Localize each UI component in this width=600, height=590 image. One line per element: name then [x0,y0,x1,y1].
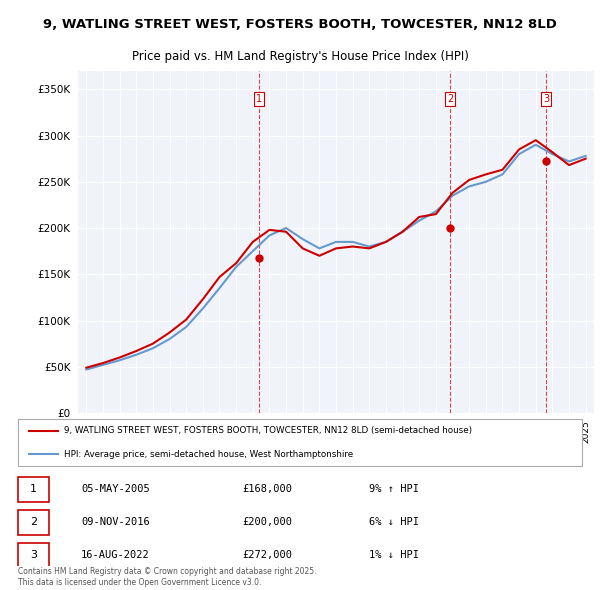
Text: 09-NOV-2016: 09-NOV-2016 [81,517,150,527]
FancyBboxPatch shape [18,543,49,568]
Text: 2: 2 [447,94,453,104]
Text: 3: 3 [543,94,549,104]
Text: HPI: Average price, semi-detached house, West Northamptonshire: HPI: Average price, semi-detached house,… [64,450,353,458]
Text: 1% ↓ HPI: 1% ↓ HPI [369,550,419,560]
Text: 6% ↓ HPI: 6% ↓ HPI [369,517,419,527]
Text: 3: 3 [30,550,37,560]
Text: 05-MAY-2005: 05-MAY-2005 [81,484,150,493]
Text: £200,000: £200,000 [242,517,292,527]
Text: £168,000: £168,000 [242,484,292,493]
Text: 9, WATLING STREET WEST, FOSTERS BOOTH, TOWCESTER, NN12 8LD (semi-detached house): 9, WATLING STREET WEST, FOSTERS BOOTH, T… [64,427,472,435]
Text: Contains HM Land Registry data © Crown copyright and database right 2025.
This d: Contains HM Land Registry data © Crown c… [18,568,316,587]
Text: 9, WATLING STREET WEST, FOSTERS BOOTH, TOWCESTER, NN12 8LD: 9, WATLING STREET WEST, FOSTERS BOOTH, T… [43,18,557,31]
Text: 16-AUG-2022: 16-AUG-2022 [81,550,150,560]
Text: 1: 1 [256,94,262,104]
Text: 9% ↑ HPI: 9% ↑ HPI [369,484,419,493]
FancyBboxPatch shape [18,419,582,466]
FancyBboxPatch shape [18,477,49,502]
Text: Price paid vs. HM Land Registry's House Price Index (HPI): Price paid vs. HM Land Registry's House … [131,50,469,63]
FancyBboxPatch shape [18,510,49,535]
Text: £272,000: £272,000 [242,550,292,560]
Text: 1: 1 [30,484,37,493]
Text: 2: 2 [30,517,37,527]
